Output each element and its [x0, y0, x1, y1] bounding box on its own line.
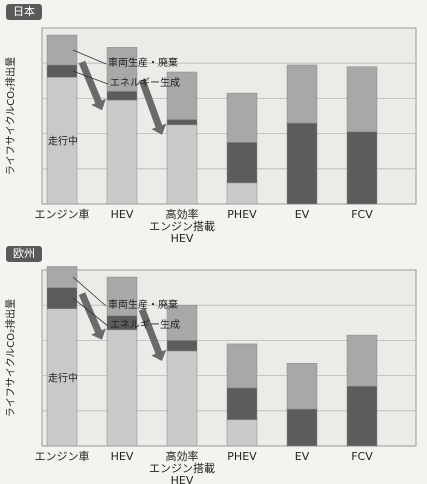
x-tick-label: エンジン車: [35, 449, 90, 463]
bar-segment-2: [46, 287, 78, 309]
bar-segment-2: [106, 91, 138, 101]
bar-segment-1: [106, 99, 138, 205]
chart-title: 欧州: [6, 246, 42, 262]
annotation-label: 車両生産・廃棄: [108, 298, 178, 311]
bar-segment-1: [166, 350, 198, 447]
bar-segment-3: [226, 92, 258, 143]
annotation-label: 走行中: [48, 371, 78, 384]
annotation-leader: [72, 49, 107, 65]
bar-segment-2: [346, 385, 378, 447]
x-tick-label: エンジン車: [35, 207, 90, 221]
annotation-leader: [72, 297, 109, 327]
x-tick-label: HEV: [171, 232, 194, 242]
bar-segment-1: [46, 308, 78, 447]
x-tick-label: EV: [295, 208, 310, 221]
bar-segment-2: [286, 408, 318, 447]
annotation-leader: [72, 70, 109, 85]
bar-segment-2: [166, 119, 198, 126]
bar-segment-2: [166, 340, 198, 352]
bar-segment-1: [226, 419, 258, 447]
bar-segment-3: [166, 304, 198, 341]
bar-segment-3: [346, 334, 378, 387]
bar-segment-1: [106, 329, 138, 447]
y-axis-label: ライフサイクルCO₂排出量: [4, 57, 17, 175]
x-tick-label: 高効率: [166, 207, 199, 221]
bar-segment-3: [286, 363, 318, 410]
x-tick-label: EV: [295, 450, 310, 463]
bar-segment-1: [166, 124, 198, 205]
bar-segment-3: [346, 66, 378, 133]
bar-segment-3: [46, 34, 78, 66]
x-tick-label: FCV: [351, 208, 373, 221]
bar-segment-3: [46, 266, 78, 288]
trend-arrow: [78, 292, 106, 340]
trend-arrow: [78, 60, 106, 111]
bar-segment-3: [226, 343, 258, 389]
bar-segment-2: [226, 142, 258, 184]
y-axis-label: ライフサイクルCO₂排出量: [4, 299, 17, 417]
annotation-label: 車両生産・廃棄: [108, 56, 178, 69]
x-tick-label: エンジン搭載: [149, 462, 215, 475]
bar-segment-2: [346, 131, 378, 205]
bar-segment-3: [106, 47, 138, 92]
x-tick-label: FCV: [351, 450, 373, 463]
x-tick-label: HEV: [111, 208, 134, 221]
annotation-label: 走行中: [48, 135, 78, 148]
x-tick-label: 高効率: [166, 449, 199, 463]
bar-segment-3: [286, 64, 318, 124]
bar-segment-2: [226, 387, 258, 420]
bar-segment-2: [286, 122, 318, 205]
x-tick-label: PHEV: [227, 450, 257, 463]
annotation-leader: [72, 276, 107, 307]
chart-europe: 欧州 ライフサイクルCO₂排出量 エンジン車 HEV 高効率 エンジン搭載 HEV PHEV…: [0, 242, 427, 484]
chart-japan: 日本 ライフサイクルCO₂排出量 エンジン車 HEV 高効率 エンジン搭載 HEV PHEV…: [4, 4, 417, 242]
x-tick-label: PHEV: [227, 208, 257, 221]
x-tick-label: HEV: [111, 450, 134, 463]
annotation-label: エネルギー生成: [110, 318, 180, 331]
bar-segment-3: [166, 71, 198, 120]
bar-segment-1: [226, 182, 258, 205]
x-tick-label: エンジン搭載: [149, 220, 215, 233]
bar-segment-2: [46, 64, 78, 78]
x-tick-label: HEV: [171, 474, 194, 484]
trend-arrow: [138, 78, 167, 135]
bar-segment-3: [106, 276, 138, 317]
chart-title: 日本: [6, 4, 42, 20]
bar-segment-1: [46, 77, 78, 205]
trend-arrow: [138, 308, 167, 361]
annotation-label: エネルギー生成: [110, 76, 180, 89]
